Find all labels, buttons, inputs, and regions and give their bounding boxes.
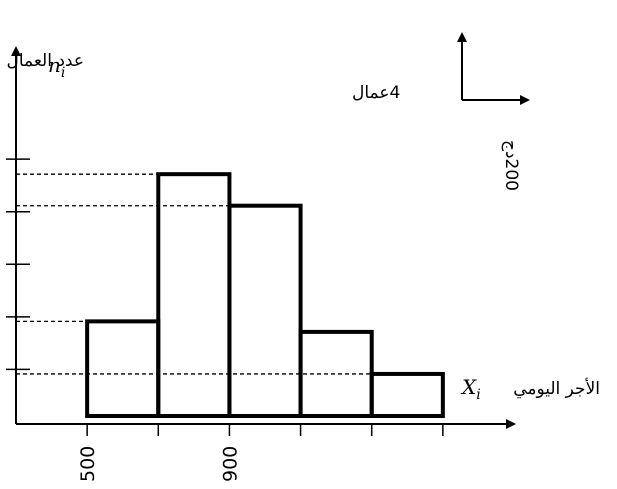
- histogram-bar: [369, 371, 445, 419]
- scale-x-label: 200دج: [501, 140, 521, 191]
- x-axis-symbol: Xi: [460, 375, 481, 403]
- histogram-bar: [85, 319, 161, 418]
- scale-y-label: 4عمال: [352, 83, 400, 103]
- x-tick-label: 900: [219, 446, 241, 482]
- y-axis-symbol: ni: [48, 53, 65, 81]
- histogram-bar: [156, 172, 232, 418]
- y-axis-label: عدد العمال: [6, 51, 84, 71]
- x-ticks: [86, 424, 444, 436]
- x-axis-label: الأجر اليومي: [513, 378, 600, 399]
- histogram-bars: [85, 172, 445, 419]
- x-tick-labels: 500 900: [77, 446, 241, 482]
- histogram-bar: [227, 203, 303, 418]
- x-tick-label: 500: [77, 446, 99, 482]
- y-ticks: [6, 158, 30, 371]
